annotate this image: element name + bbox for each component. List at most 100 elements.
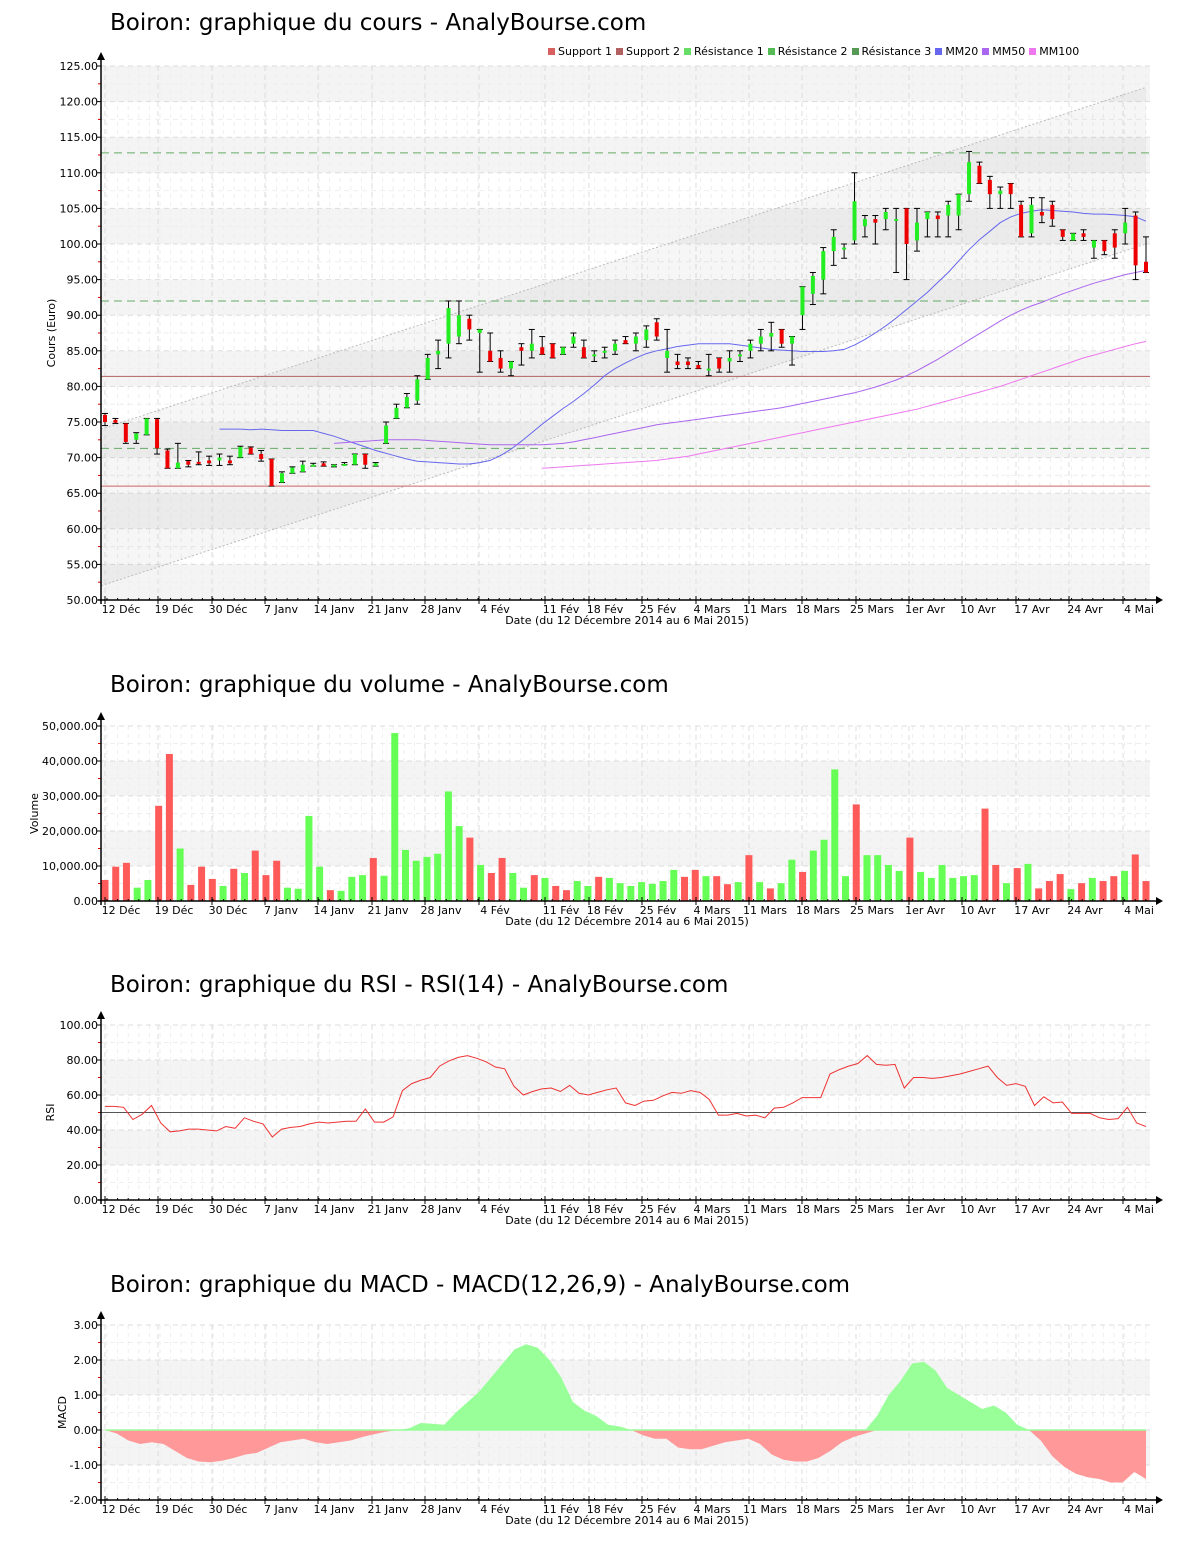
svg-text:4 Mai: 4 Mai — [1124, 1203, 1154, 1216]
svg-text:19 Déc: 19 Déc — [155, 1503, 194, 1516]
volume-bar — [380, 875, 388, 901]
mm100-line — [542, 341, 1147, 469]
volume-bar — [187, 884, 195, 901]
volume-bar — [1099, 881, 1107, 901]
svg-text:1er Avr: 1er Avr — [905, 1503, 945, 1516]
svg-text:19 Déc: 19 Déc — [155, 603, 194, 616]
volume-bar — [766, 888, 774, 901]
svg-text:18 Fév: 18 Fév — [587, 1203, 624, 1216]
volume-bar — [906, 837, 914, 901]
svg-text:25 Fév: 25 Fév — [640, 603, 677, 616]
volume-bar — [927, 877, 935, 901]
volume-bar — [359, 875, 367, 901]
volume-bar — [208, 878, 216, 901]
svg-text:1.00: 1.00 — [74, 1389, 99, 1402]
svg-text:25 Fév: 25 Fév — [640, 1503, 677, 1516]
legend-item: MM50 — [982, 45, 1025, 58]
svg-text:120.00: 120.00 — [60, 96, 99, 109]
mm20-line — [219, 209, 1147, 465]
volume-bar — [788, 859, 796, 901]
svg-text:10 Avr: 10 Avr — [960, 1503, 996, 1516]
legend-item: Support 1 — [548, 45, 612, 58]
volume-bar — [176, 848, 184, 901]
svg-text:4 Mars: 4 Mars — [694, 1203, 731, 1216]
rsi-chart-title: Boiron: graphique du RSI - RSI(14) - Ana… — [110, 972, 729, 998]
svg-text:80.00: 80.00 — [67, 1054, 99, 1067]
volume-bar — [369, 857, 377, 901]
volume-bar — [316, 866, 324, 901]
svg-text:MACD: MACD — [56, 1396, 69, 1429]
svg-text:3.00: 3.00 — [74, 1319, 99, 1332]
legend-label: Résistance 3 — [861, 45, 932, 58]
svg-text:40,000.00: 40,000.00 — [42, 755, 98, 768]
volume-bar — [466, 837, 474, 901]
macd-chart-title: Boiron: graphique du MACD - MACD(12,26,9… — [110, 1272, 851, 1298]
svg-text:4 Fév: 4 Fév — [480, 904, 510, 917]
legend-swatch-icon — [1029, 48, 1037, 55]
volume-bar — [884, 864, 892, 901]
svg-text:17 Avr: 17 Avr — [1014, 1503, 1050, 1516]
svg-text:115.00: 115.00 — [60, 131, 99, 144]
svg-text:-1.00: -1.00 — [70, 1459, 98, 1472]
svg-text:110.00: 110.00 — [60, 167, 99, 180]
volume-bar — [487, 873, 495, 901]
svg-text:25 Fév: 25 Fév — [640, 1203, 677, 1216]
svg-text:11 Mars: 11 Mars — [743, 904, 787, 917]
svg-text:75.00: 75.00 — [67, 416, 99, 429]
svg-text:4 Mai: 4 Mai — [1124, 603, 1154, 616]
svg-text:28 Janv: 28 Janv — [421, 603, 462, 616]
svg-text:30 Déc: 30 Déc — [209, 904, 248, 917]
svg-text:0.00: 0.00 — [74, 1194, 99, 1207]
svg-text:21 Janv: 21 Janv — [368, 603, 409, 616]
svg-text:65.00: 65.00 — [67, 487, 99, 500]
svg-text:11 Mars: 11 Mars — [743, 1503, 787, 1516]
volume-bar — [573, 881, 581, 901]
svg-text:7 Janv: 7 Janv — [264, 1503, 298, 1516]
svg-text:12 Déc: 12 Déc — [102, 1503, 141, 1516]
svg-text:30 Déc: 30 Déc — [209, 1203, 248, 1216]
volume-bar — [273, 860, 281, 901]
svg-text:18 Mars: 18 Mars — [796, 1503, 840, 1516]
volume-bar — [401, 849, 409, 901]
svg-text:7 Janv: 7 Janv — [264, 1203, 298, 1216]
volume-bar — [595, 876, 603, 901]
svg-text:30 Déc: 30 Déc — [209, 1503, 248, 1516]
svg-text:25 Mars: 25 Mars — [850, 1503, 894, 1516]
volume-bar — [917, 871, 925, 901]
volume-bar — [938, 864, 946, 901]
volume-bar — [1078, 883, 1086, 901]
legend-swatch-icon — [767, 48, 775, 55]
svg-text:Cours (Euro): Cours (Euro) — [45, 299, 58, 368]
volume-bar — [1013, 868, 1021, 901]
svg-text:Date (du 12 Décembre 2014 au 6: Date (du 12 Décembre 2014 au 6 Mai 2015) — [505, 1214, 749, 1227]
svg-text:50,000.00: 50,000.00 — [42, 720, 98, 733]
svg-text:-2.00: -2.00 — [70, 1494, 98, 1507]
legend-item: MM100 — [1029, 45, 1079, 58]
svg-text:11 Fév: 11 Fév — [543, 603, 580, 616]
volume-bar — [444, 791, 452, 901]
volume-bar — [520, 887, 528, 901]
legend-swatch-icon — [935, 48, 943, 55]
volume-bar — [584, 885, 592, 901]
svg-text:4 Fév: 4 Fév — [480, 1503, 510, 1516]
price-chart-legend: Support 1 Support 2 Résistance 1 Résistance… — [548, 45, 1079, 58]
svg-text:25 Mars: 25 Mars — [850, 603, 894, 616]
volume-bar — [713, 876, 721, 901]
volume-bar — [1131, 854, 1139, 901]
volume-bar — [809, 850, 817, 901]
svg-text:14 Janv: 14 Janv — [314, 1503, 355, 1516]
volume-bar — [348, 876, 356, 901]
volume-bar — [1067, 889, 1075, 901]
y-axis-arrow-icon — [97, 52, 105, 60]
volume-bar — [412, 860, 420, 901]
svg-text:0.00: 0.00 — [74, 1424, 99, 1437]
legend-swatch-icon — [851, 48, 859, 55]
svg-text:2.00: 2.00 — [74, 1354, 99, 1367]
volume-bar — [691, 869, 699, 901]
legend-item: Support 2 — [615, 45, 680, 58]
x-axis-arrow-icon — [1156, 596, 1163, 604]
svg-text:70.00: 70.00 — [67, 452, 99, 465]
svg-text:28 Janv: 28 Janv — [421, 1203, 462, 1216]
volume-bar — [101, 880, 109, 901]
legend-label: MM50 — [992, 45, 1026, 58]
